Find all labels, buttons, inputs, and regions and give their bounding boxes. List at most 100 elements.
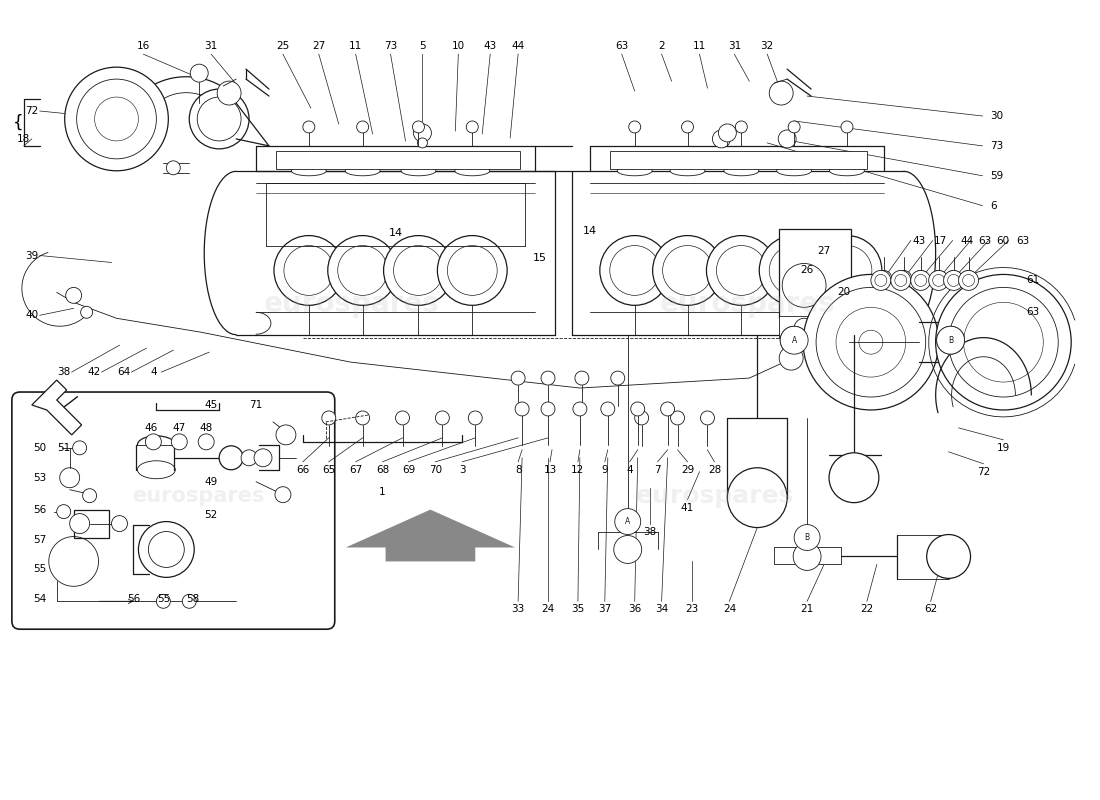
Ellipse shape [138, 461, 175, 478]
Circle shape [609, 246, 660, 295]
Text: 16: 16 [136, 42, 150, 51]
Circle shape [958, 270, 979, 290]
Text: 44: 44 [512, 42, 525, 51]
Text: 68: 68 [376, 465, 389, 474]
Text: B: B [804, 533, 810, 542]
Circle shape [275, 486, 290, 502]
Circle shape [436, 411, 450, 425]
Text: 43: 43 [484, 42, 497, 51]
Text: 17: 17 [934, 235, 947, 246]
Circle shape [780, 326, 808, 354]
Circle shape [59, 468, 79, 488]
Circle shape [139, 522, 195, 578]
Circle shape [66, 287, 81, 303]
Text: 31: 31 [205, 42, 218, 51]
Text: 28: 28 [707, 465, 722, 474]
Circle shape [894, 274, 906, 286]
Circle shape [276, 425, 296, 445]
Text: B: B [948, 336, 954, 345]
Text: 26: 26 [801, 266, 814, 275]
Ellipse shape [829, 166, 865, 176]
Circle shape [614, 535, 641, 563]
Text: 2: 2 [658, 42, 664, 51]
Circle shape [936, 274, 1071, 410]
Circle shape [789, 121, 800, 133]
Circle shape [148, 531, 185, 567]
Text: eurospares: eurospares [132, 486, 264, 506]
Text: 33: 33 [512, 604, 525, 614]
Circle shape [274, 235, 343, 306]
Text: 50: 50 [33, 443, 46, 453]
Text: 29: 29 [681, 465, 694, 474]
FancyBboxPatch shape [12, 392, 334, 630]
Circle shape [414, 124, 431, 142]
Circle shape [661, 402, 674, 416]
Circle shape [515, 402, 529, 416]
Text: 58: 58 [187, 594, 200, 604]
Circle shape [219, 446, 243, 470]
Text: 52: 52 [205, 510, 218, 520]
Circle shape [960, 270, 977, 286]
Text: 53: 53 [33, 473, 46, 482]
Text: 73: 73 [384, 42, 397, 51]
Text: 18: 18 [18, 134, 31, 144]
Text: 69: 69 [402, 465, 415, 474]
Text: 38: 38 [644, 526, 657, 537]
Circle shape [438, 235, 507, 306]
Text: 37: 37 [598, 604, 612, 614]
Text: 63: 63 [1016, 235, 1030, 246]
Circle shape [911, 270, 931, 290]
Circle shape [284, 246, 333, 295]
Text: 63: 63 [1026, 307, 1039, 318]
Text: 35: 35 [571, 604, 584, 614]
Polygon shape [345, 510, 515, 562]
Circle shape [57, 505, 70, 518]
Circle shape [512, 371, 525, 385]
Text: 32: 32 [760, 42, 774, 51]
Text: 7: 7 [654, 465, 661, 474]
Ellipse shape [345, 166, 381, 176]
Circle shape [794, 525, 821, 550]
Circle shape [189, 89, 249, 149]
Circle shape [671, 411, 684, 425]
Text: eurospares: eurospares [636, 484, 794, 508]
Text: 40: 40 [25, 310, 39, 320]
Text: 66: 66 [296, 465, 309, 474]
Text: 60: 60 [997, 235, 1010, 246]
Circle shape [718, 124, 736, 142]
Circle shape [822, 246, 872, 295]
Circle shape [77, 79, 156, 159]
Ellipse shape [138, 436, 175, 454]
Circle shape [396, 411, 409, 425]
Circle shape [73, 441, 87, 455]
Text: 49: 49 [205, 477, 218, 486]
Text: 48: 48 [199, 423, 212, 433]
Circle shape [338, 246, 387, 295]
Circle shape [713, 130, 730, 148]
Circle shape [541, 402, 556, 416]
Text: B: B [948, 336, 954, 345]
Circle shape [803, 274, 938, 410]
Circle shape [394, 246, 443, 295]
Circle shape [82, 489, 97, 502]
Circle shape [701, 411, 714, 425]
Text: 72: 72 [977, 466, 990, 477]
Text: 20: 20 [837, 287, 850, 298]
Text: 47: 47 [173, 423, 186, 433]
Circle shape [926, 534, 970, 578]
Text: 34: 34 [654, 604, 668, 614]
Text: 8: 8 [515, 465, 521, 474]
Circle shape [145, 434, 162, 450]
Text: A: A [792, 336, 796, 345]
Circle shape [601, 402, 615, 416]
Text: 51: 51 [57, 443, 70, 453]
Text: 6: 6 [990, 201, 997, 210]
Bar [779, 316, 851, 338]
Circle shape [156, 594, 170, 608]
Circle shape [183, 594, 196, 608]
Circle shape [736, 121, 747, 133]
Text: 24: 24 [541, 604, 554, 614]
Circle shape [412, 121, 425, 133]
Circle shape [355, 411, 370, 425]
Text: eurospares: eurospares [660, 290, 836, 318]
